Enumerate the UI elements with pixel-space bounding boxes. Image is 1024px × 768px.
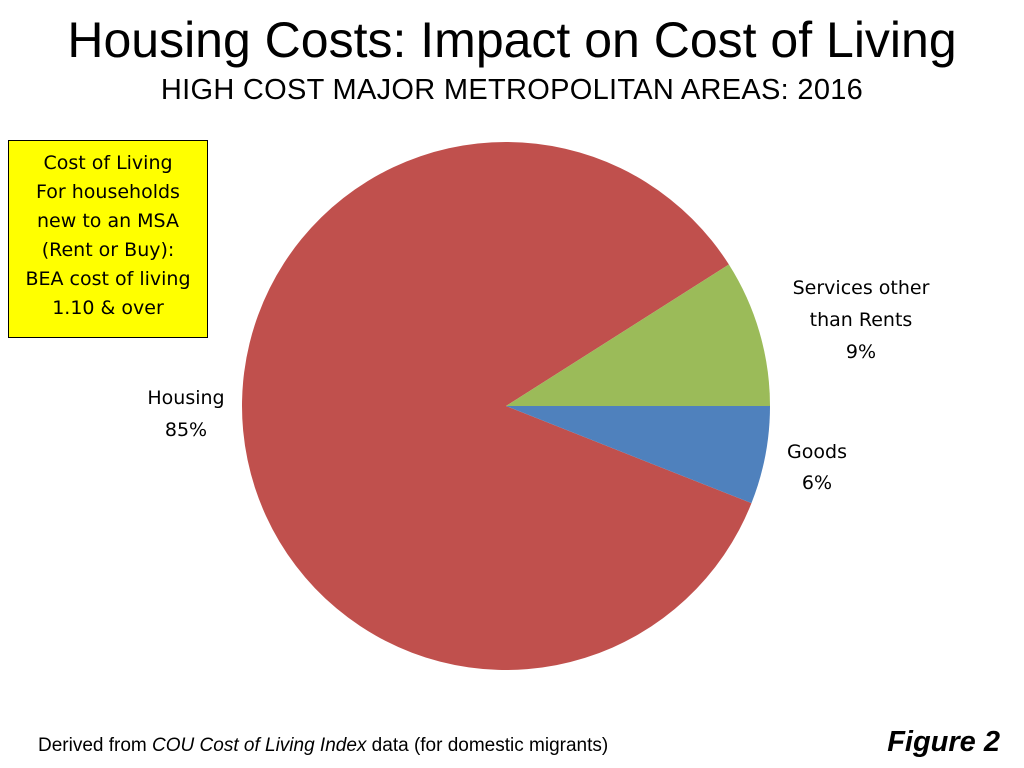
pie-slices xyxy=(242,141,770,671)
source-prefix: Derived from xyxy=(38,735,153,756)
slice-value-housing: 85% xyxy=(165,419,207,441)
chart-title: Housing Costs: Impact on Cost of Living xyxy=(67,12,957,68)
source-index-name: COU Cost of Living Index xyxy=(152,735,367,756)
slice-goods xyxy=(506,406,770,504)
slice-label-goods: Goods xyxy=(787,441,847,463)
slice-housing xyxy=(242,141,752,671)
note-line: 1.10 & over xyxy=(52,297,164,319)
slice-label-services: Services other xyxy=(793,277,930,299)
chart-subtitle: HIGH COST MAJOR METROPOLITAN AREAS: 2016 xyxy=(160,74,864,106)
note-line: Cost of Living xyxy=(43,152,173,174)
note-line: For households xyxy=(36,181,180,203)
slice-label-housing: Housing xyxy=(147,387,224,409)
slice-services xyxy=(506,264,770,406)
figure-label: Figure 2 xyxy=(887,726,1000,758)
note-line: (Rent or Buy): xyxy=(41,239,175,261)
note-line: new to an MSA xyxy=(37,210,179,232)
slice-label-services-line2: than Rents xyxy=(810,309,913,331)
source-note: Derived from COU Cost of Living Index da… xyxy=(38,735,608,757)
slice-value-services: 9% xyxy=(846,341,876,363)
source-suffix: data (for domestic migrants) xyxy=(366,735,609,756)
note-line: BEA cost of living xyxy=(25,268,191,290)
slice-value-goods: 6% xyxy=(802,472,832,494)
cost-of-living-note: Cost of Living For households new to an … xyxy=(8,140,208,338)
